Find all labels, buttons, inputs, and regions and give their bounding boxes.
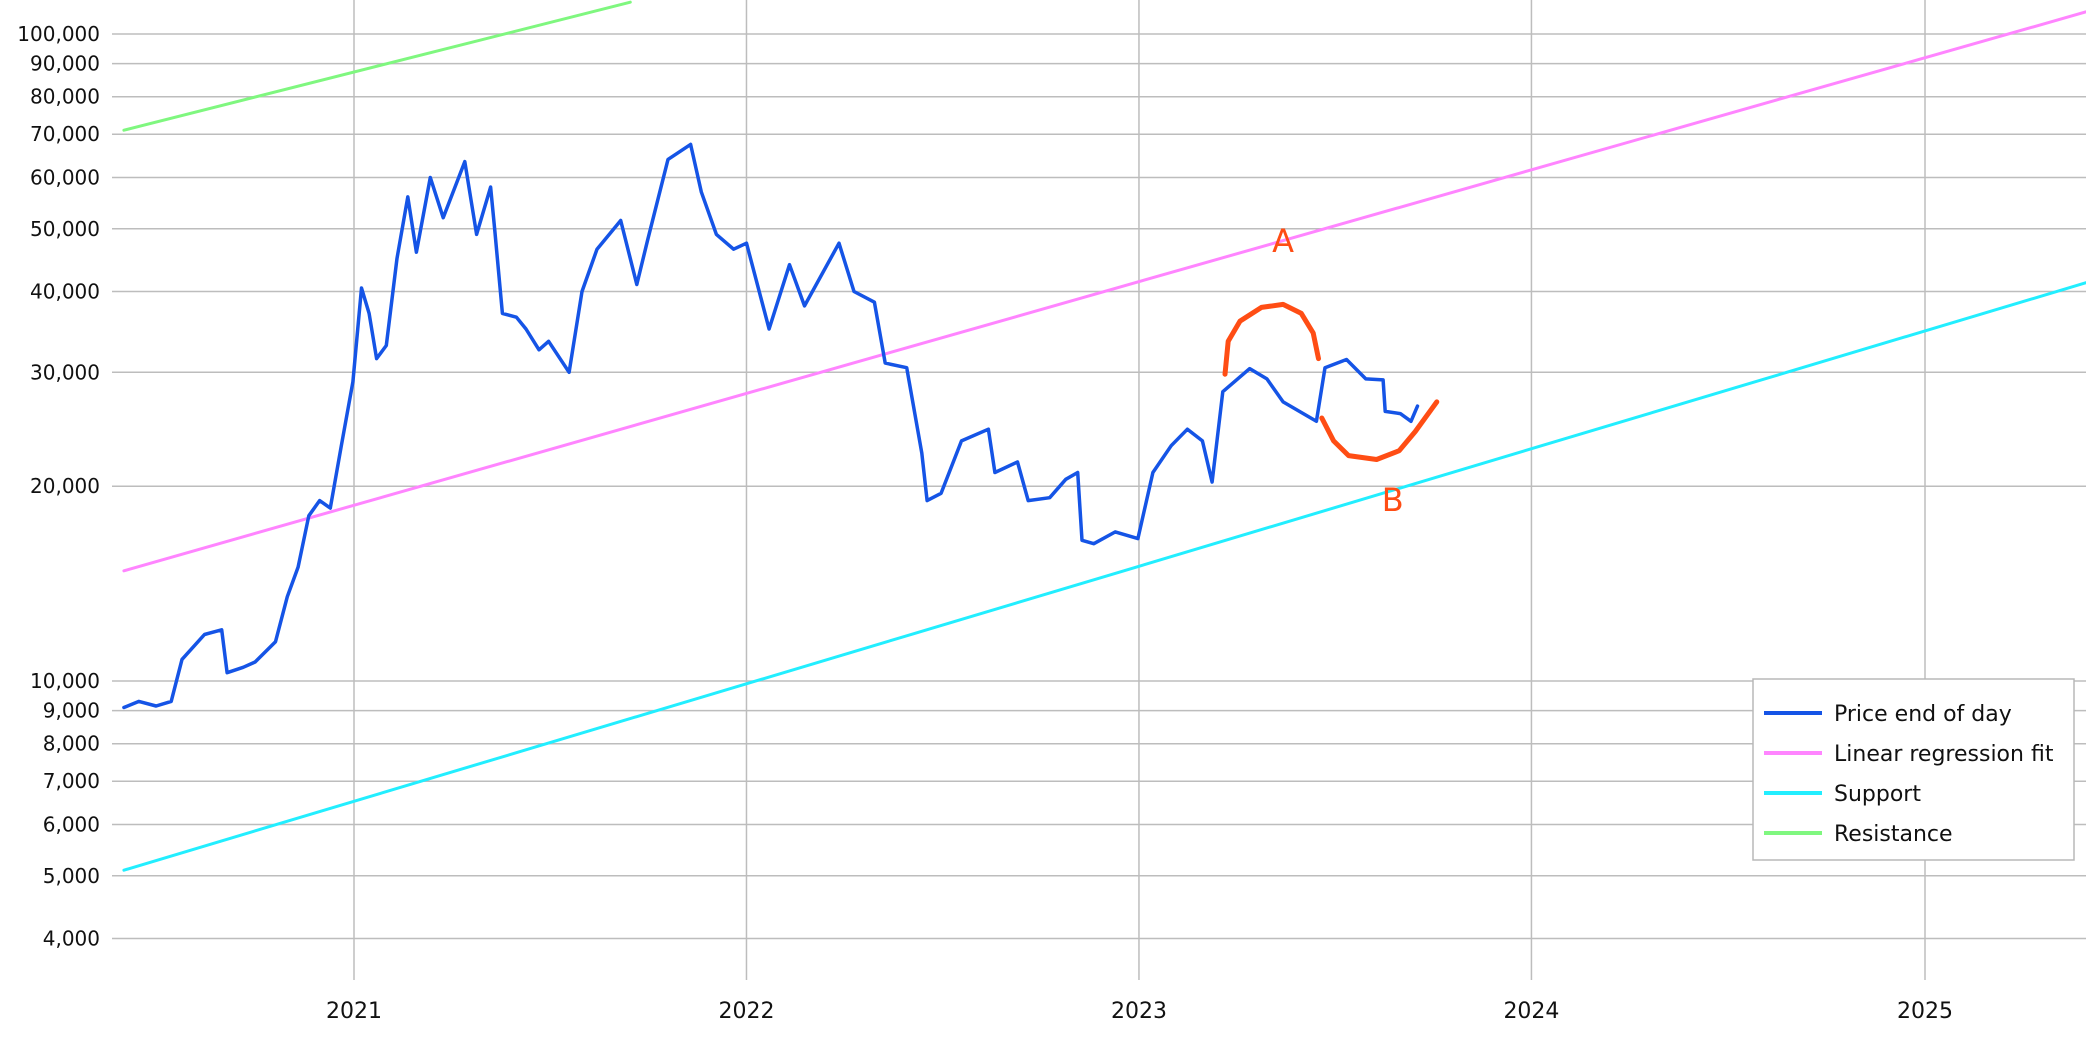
legend-label-resistance: Resistance (1834, 822, 1953, 847)
y-tick-label-9000: 9,000 (43, 699, 100, 723)
grid (112, 0, 2086, 980)
y-tick-label-40000: 40,000 (30, 279, 100, 303)
annotations: AB (1222, 222, 1440, 519)
series-line-linear-regression-fit (122, 10, 2086, 573)
y-tick-label-80000: 80,000 (30, 85, 100, 109)
annotation-label-a: A (1272, 222, 1294, 260)
y-tick-label-10000: 10,000 (30, 669, 100, 693)
series-line-price-end-of-day (122, 142, 1420, 710)
legend-label-price-end-of-day: Price end of day (1834, 702, 2012, 727)
annotation-curve-a (1222, 301, 1321, 377)
y-tick-label-100000: 100,000 (17, 22, 100, 46)
y-tick-label-5000: 5,000 (43, 864, 100, 888)
y-axis-tick-labels: 4,000 5,000 6,000 7,000 8,000 9,000 10,000 20,0… (17, 22, 100, 950)
y-tick-label-50000: 50,000 (30, 217, 100, 241)
y-tick-label-30000: 30,000 (30, 360, 100, 384)
legend-label-linear-regression-fit: Linear regression fit (1834, 742, 2054, 767)
series-line-support (122, 281, 2086, 872)
x-tick-label-2024: 2024 (1503, 999, 1559, 1024)
y-tick-label-8000: 8,000 (43, 732, 100, 756)
series-line-resistance (122, 0, 632, 132)
legend: Price end of day Linear regression fit Sup… (1752, 678, 2075, 861)
y-tick-label-60000: 60,000 (30, 166, 100, 190)
series-lines (122, 0, 2086, 872)
legend-box (1752, 678, 2075, 861)
x-tick-label-2023: 2023 (1111, 999, 1167, 1024)
y-tick-label-7000: 7,000 (43, 769, 100, 793)
y-tick-label-4000: 4,000 (43, 926, 100, 950)
x-axis-tick-labels: 2021 2022 2023 2024 2025 (326, 999, 1953, 1024)
annotation-label-b: B (1382, 481, 1404, 519)
y-tick-label-20000: 20,000 (30, 474, 100, 498)
annotation-curve-b (1319, 399, 1440, 462)
x-tick-label-2025: 2025 (1897, 999, 1953, 1024)
x-tick-label-2022: 2022 (718, 999, 774, 1024)
y-tick-label-90000: 90,000 (30, 52, 100, 76)
y-tick-label-70000: 70,000 (30, 122, 100, 146)
legend-label-support: Support (1834, 782, 1921, 807)
y-tick-label-6000: 6,000 (43, 813, 100, 837)
x-tick-label-2021: 2021 (326, 999, 382, 1024)
